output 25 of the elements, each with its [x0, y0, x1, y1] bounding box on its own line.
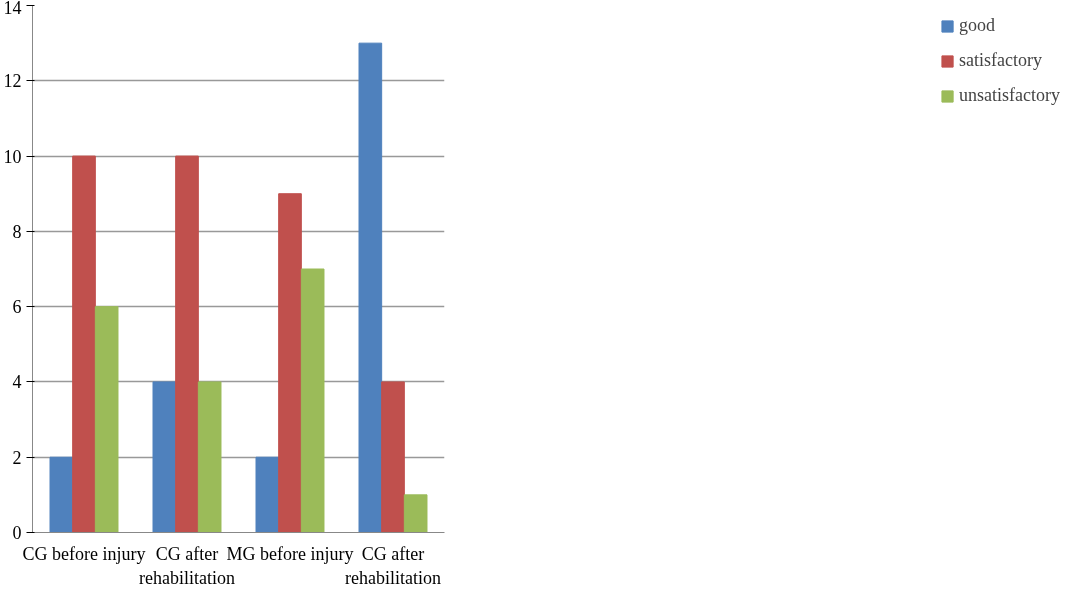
x-tick-label: MG before injury	[226, 543, 354, 564]
y-tick-label: 2	[12, 447, 22, 468]
bar	[152, 381, 177, 533]
bar	[72, 155, 96, 533]
bar	[49, 456, 74, 533]
bar	[381, 381, 405, 533]
legend-label: unsatisfactory	[959, 85, 1060, 106]
y-tick-label: 14	[3, 0, 22, 18]
y-tick-label: 10	[3, 146, 22, 167]
y-tick-label: 4	[12, 372, 22, 393]
bar	[175, 155, 199, 533]
bar	[255, 456, 280, 533]
legend-label: satisfactory	[959, 50, 1042, 71]
y-tick-label: 12	[3, 71, 22, 92]
y-tick-label: 6	[12, 297, 22, 318]
legend-label: good	[959, 15, 996, 36]
y-tick-label: 8	[12, 221, 22, 242]
x-tick-label: CG before injury	[22, 543, 146, 564]
bar	[197, 381, 222, 533]
bar	[300, 268, 325, 533]
bar	[403, 494, 428, 533]
bar	[278, 193, 302, 533]
y-tick-label: 0	[12, 523, 22, 543]
bar	[94, 306, 119, 533]
bar	[358, 42, 383, 533]
